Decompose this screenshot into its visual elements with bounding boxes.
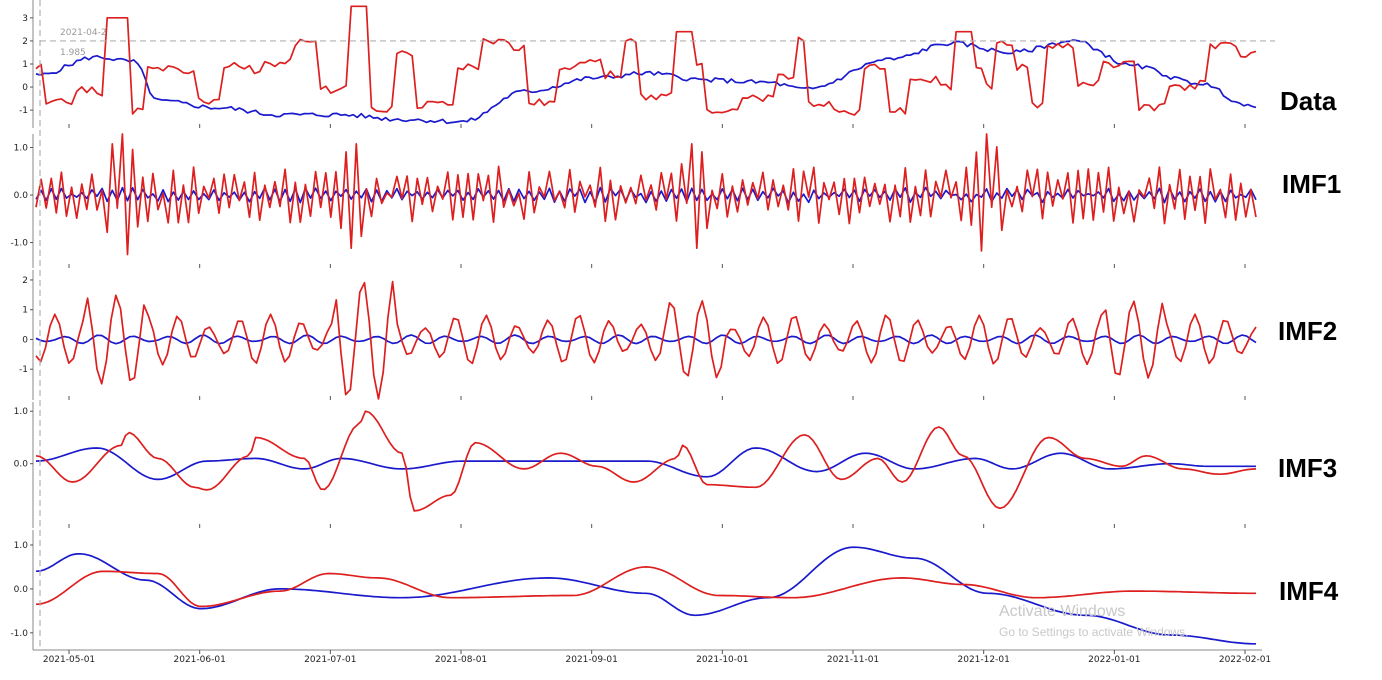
panel-label: IMF4 (1279, 576, 1339, 606)
x-axis: 2021-05-01 2021-06-01 2021-07-01 2021-08-01… (33, 124, 1271, 665)
y-tick-label: 2 (22, 37, 28, 47)
y-tick-label: -1 (19, 365, 28, 375)
x-tick-label: 2022-02-01 (1219, 655, 1271, 665)
panel-data: 3 2 1 0 -1 Data (19, 0, 1337, 128)
series-red-line (35, 133, 1257, 256)
annotation-value: 1.985 (60, 48, 86, 58)
y-tick-label: 1 (22, 60, 28, 70)
panel-imf4: 1.0 0.0 -1.0 IMF4 (10, 530, 1339, 650)
x-tick-label: 2021-12-01 (958, 655, 1010, 665)
x-tick-label: 2021-06-01 (174, 655, 226, 665)
x-tick-label: 2021-09-01 (566, 655, 618, 665)
annotation-date: 2021-04-2 (60, 28, 107, 38)
y-tick-label: 1.0 (14, 407, 29, 417)
panel-imf2: 2 1 0 -1 IMF2 (19, 270, 1337, 400)
plot-area: 3 2 1 0 -1 Data 1.0 0.0 -1.0 IMF1 2 1 0 -1 IMF2 1.0 0.0 I… (10, 0, 1341, 650)
y-tick-label: 1.0 (14, 144, 29, 154)
series-blue-line (35, 447, 1256, 481)
y-tick-label: 0.0 (14, 191, 29, 201)
y-tick-label: 1 (22, 306, 28, 316)
y-tick-label: -1 (19, 106, 28, 116)
series-red-line (35, 280, 1257, 400)
y-tick-label: 0 (22, 335, 28, 345)
y-tick-label: 1.0 (14, 541, 29, 551)
x-tick-label: 2022-01-01 (1088, 655, 1140, 665)
y-tick-label: 3 (22, 14, 28, 24)
series-blue-line (35, 334, 1257, 345)
panel-imf1: 1.0 0.0 -1.0 IMF1 (10, 133, 1341, 268)
y-tick-label: 2 (22, 276, 28, 286)
y-tick-label: -1.0 (10, 629, 28, 639)
watermark-title: Activate Windows (999, 603, 1125, 620)
x-tick-label: 2021-05-01 (43, 655, 95, 665)
x-tick-label: 2021-11-01 (827, 655, 879, 665)
crosshair-annotation: 2021-04-2 1.985 (39, 0, 1275, 650)
panel-label: IMF1 (1282, 169, 1341, 199)
y-tick-label: -1.0 (10, 239, 28, 249)
series-red-line (35, 566, 1256, 608)
panel-label: Data (1280, 86, 1337, 116)
x-tick-label: 2021-08-01 (435, 655, 487, 665)
y-tick-label: 0.0 (14, 585, 29, 595)
series-red-line (35, 410, 1257, 512)
y-tick-label: 0 (22, 83, 28, 93)
x-tick-label: 2021-10-01 (696, 655, 748, 665)
y-tick-label: 0.0 (14, 460, 29, 470)
panel-label: IMF3 (1278, 453, 1337, 483)
series-blue-line (35, 39, 1257, 125)
series-red-line (35, 5, 1257, 116)
x-tick-label: 2021-07-01 (304, 655, 356, 665)
panel-label: IMF2 (1278, 316, 1337, 346)
watermark-subtitle: Go to Settings to activate Windows. (999, 625, 1188, 639)
activate-windows-watermark: Activate Windows Go to Settings to activ… (999, 603, 1188, 639)
panel-imf3: 1.0 0.0 IMF3 (14, 402, 1337, 528)
